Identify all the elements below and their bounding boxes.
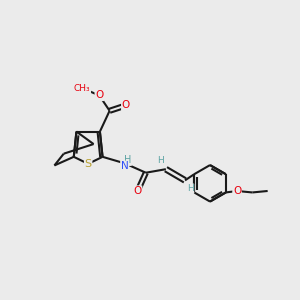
Text: H: H — [124, 155, 131, 165]
Text: H: H — [157, 156, 164, 165]
Text: H: H — [187, 184, 194, 193]
Text: O: O — [95, 91, 103, 100]
Text: S: S — [85, 159, 92, 169]
Text: CH₃: CH₃ — [74, 84, 91, 93]
Text: O: O — [134, 186, 142, 196]
Text: N: N — [121, 161, 128, 171]
Text: O: O — [233, 186, 241, 196]
Text: O: O — [122, 100, 130, 110]
